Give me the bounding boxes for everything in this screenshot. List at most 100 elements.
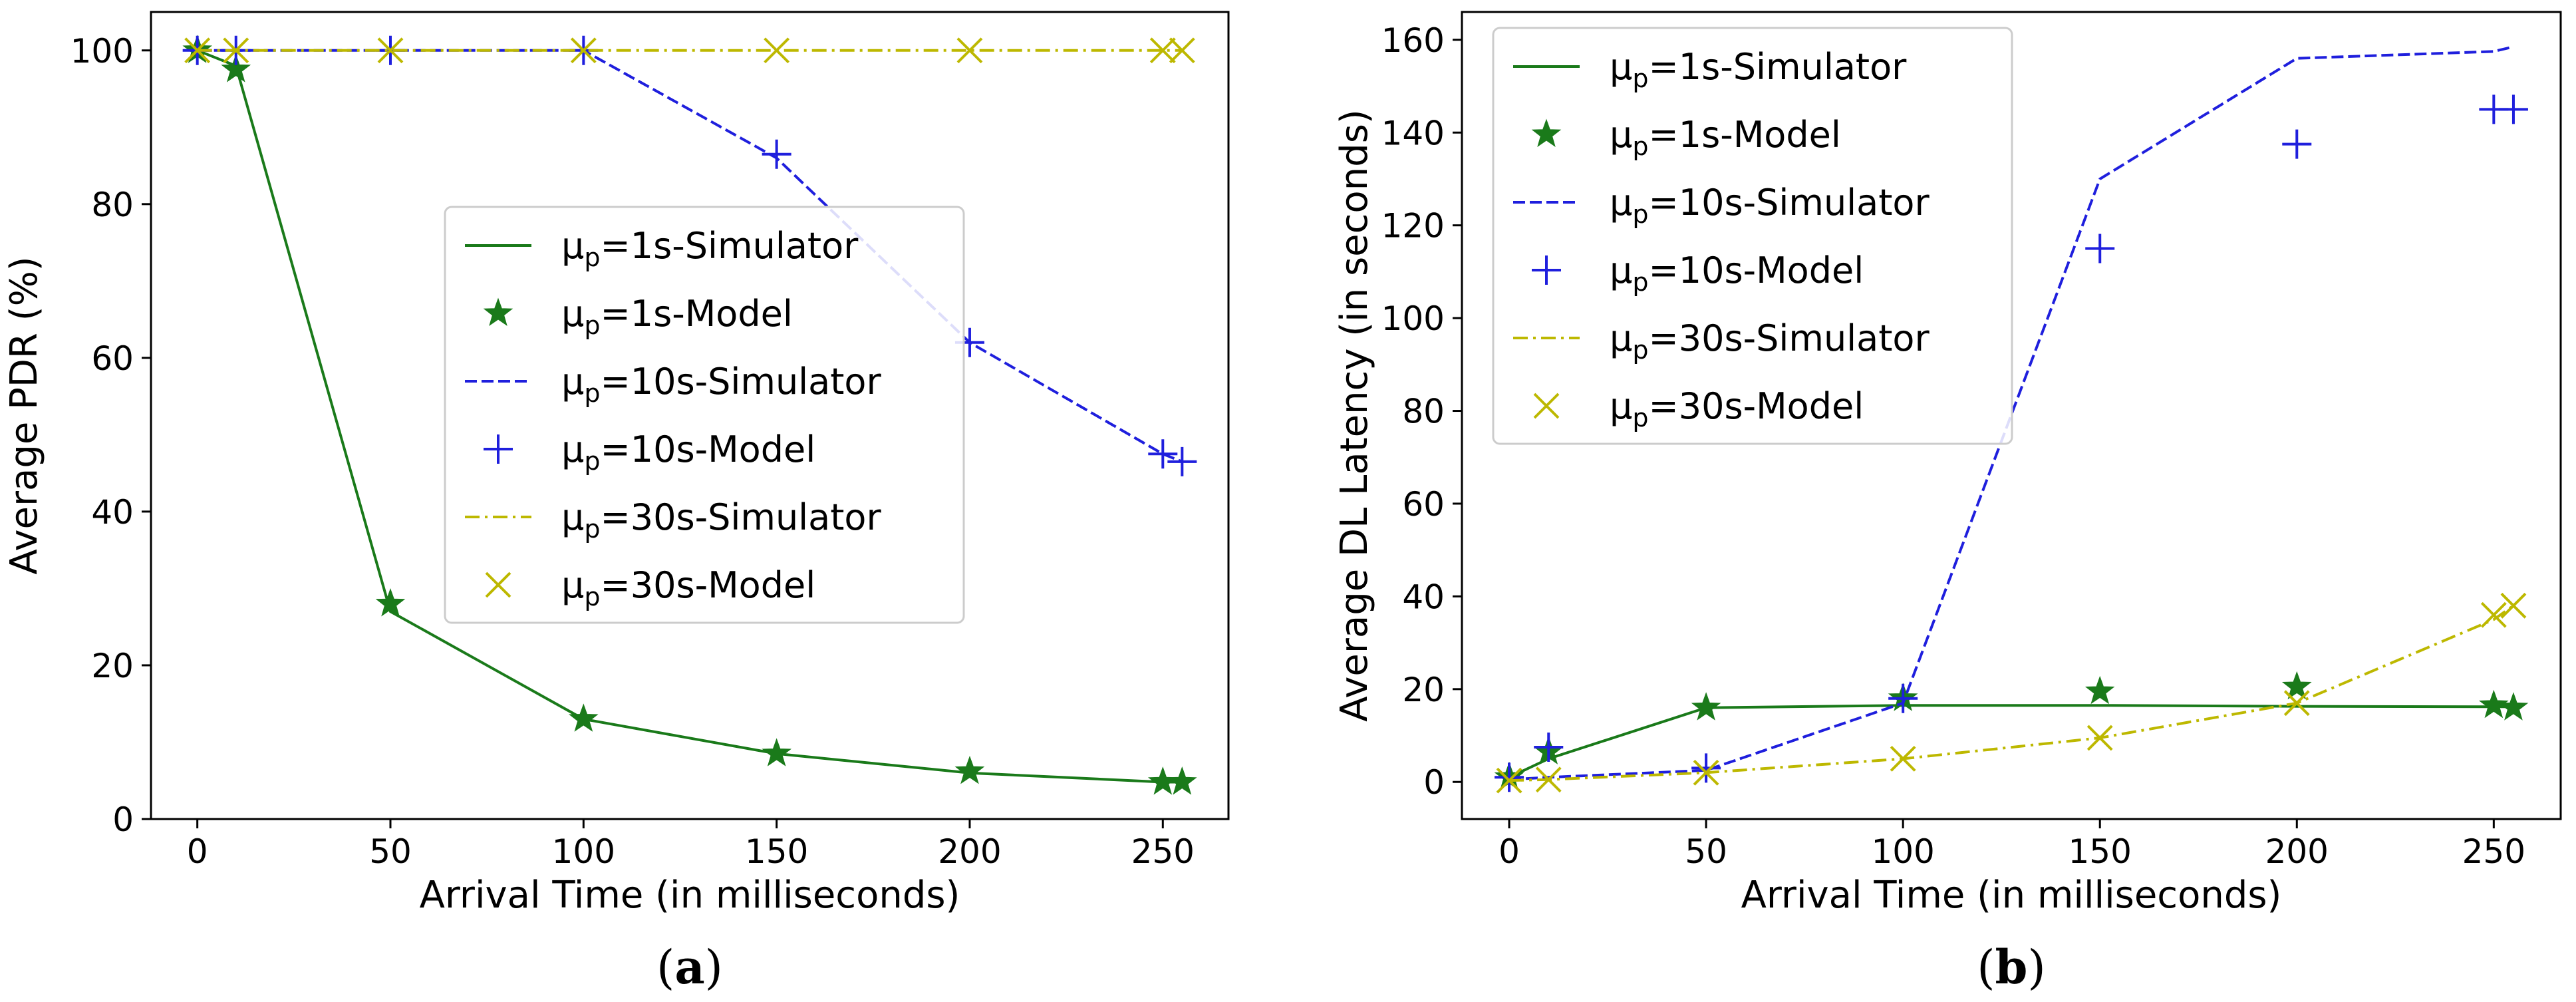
panel-a-legend-mu: μ [561,496,584,538]
panel-a-series-1s-simulator [196,49,1183,784]
panel-a-legend-rest: =1s-Simulator [600,225,859,267]
panel-b-ytick-label: 100 [1381,299,1445,338]
panel-a-legend-swatch [483,297,513,326]
panel-b-legend-mu-sub: p [1632,64,1648,93]
panel-b-legend-mu: μ [1610,46,1632,88]
panel-b-data-point [2498,94,2528,124]
panel-b-legend-mu: μ [1610,317,1632,359]
panel-b-legend-mu-sub: p [1632,267,1648,297]
panel-b-legend-mu-sub: p [1632,200,1648,229]
panel-a-legend-label: μp=30s-Simulator [561,496,881,544]
panel-b-data-point [1535,766,1562,793]
panel-b-axes-frame [1461,11,2562,820]
panel-a-legend-mu-sub: p [584,446,600,476]
panel-a-ytick-label: 20 [91,647,134,685]
panel-b-data-point [2498,692,2529,721]
panel-a-legend-label: μp=10s-Model [561,428,815,476]
panel-b-ytick-label: 0 [1423,763,1445,802]
panel-b-legend-label: μp=30s-Model [1610,385,1864,432]
panel-b-ytick-label: 140 [1381,114,1445,152]
panel-b-caption-label: b [1995,939,2028,995]
panel-a-series-line [196,49,1183,784]
panel-b-legend-rest: =1s-Model [1648,114,1840,156]
panel-a-xtick-label: 250 [1131,832,1195,871]
panel-a-ytick-label: 40 [91,493,134,532]
panel-a-legend-label: μp=1s-Model [561,293,793,340]
panel-a-data-point [1169,37,1195,64]
panel-a-legend-rest: =30s-Model [600,564,815,606]
panel-b-data-point [2085,234,2115,263]
panel-a-data-point [223,37,249,64]
panel-a-ylabel: Average PDR (%) [3,256,46,574]
panel-b-legend-label: μp=10s-Simulator [1610,182,1930,229]
panel-b-series-line [1509,604,2515,782]
panel-b-data-point [1691,753,1721,783]
panel-a-ytick-label: 60 [91,339,134,378]
panel-a-data-point [764,37,790,64]
panel-a-ytick-label: 0 [112,800,134,839]
panel-b-data-point [2500,592,2527,619]
panel-b-data-point [2478,689,2509,719]
panel-b-xtick-label: 0 [1499,832,1520,871]
panel-b-legend-swatch [1533,393,1560,419]
panel-a-caption: (a) [656,939,723,995]
panel-b-data-point [1496,767,1522,794]
panel-b-ytick-label: 120 [1381,207,1445,246]
panel-a-legend-mu: μ [561,225,584,267]
panel-a-legend-mu: μ [561,564,584,606]
panel-b-legend-mu: μ [1610,385,1632,427]
panel-b-ytick-label: 60 [1402,485,1445,524]
panel-b-data-point [1495,762,1524,792]
panel-b-legend-swatch [1532,255,1561,285]
panel-b-chart: 0 50 100 150 200 250 0 20 40 60 80 100 120 140 160 Arri… [1333,11,2562,995]
panel-b-legend-swatch [1531,118,1562,147]
panel-a-data-point [956,37,983,64]
panel-a-data-point [570,37,597,64]
panel-b-legend-rest: =10s-Simulator [1648,182,1930,224]
panel-b-legend-mu-sub: p [1632,335,1648,365]
panel-a-data-point [1167,766,1197,795]
panel-b-legend-mu: μ [1610,114,1632,156]
panel-a-legend-mu-sub: p [584,582,600,611]
panel-a-data-point [568,703,599,732]
panel-a-legend-mu-sub: p [584,514,600,544]
panel-b-series-1s-simulator [1508,704,2513,779]
panel-a-data-point [762,738,792,766]
panel-a-xlabel: Arrival Time (in milliseconds) [420,874,960,917]
panel-b-legend-label: μp=1s-Simulator [1610,46,1907,93]
panel-b-legend-rest: =10s-Model [1648,250,1864,291]
panel-a-legend-mu-sub: p [584,379,600,408]
panel-a-data-point [184,37,211,64]
panel-a-data-point [954,755,985,784]
panel-b-ytick-label: 40 [1402,578,1445,616]
panel-b-legend-mu: μ [1610,250,1632,291]
panel-b-data-point [2086,725,2113,751]
panel-b-data-point [1534,732,1564,762]
panel-a-data-point [377,37,404,64]
panel-b-xtick-label: 50 [1685,832,1727,871]
panel-a-legend: μp=1s-Simulatorμp=1s-Modelμp=10s-Simulat… [444,206,965,624]
panel-a-caption-label: a [674,939,704,995]
panel-b-ytick-label: 20 [1402,671,1445,709]
panel-a-xtick-label: 0 [187,832,208,871]
panel-a-legend-rest: =10s-Simulator [600,361,881,403]
panel-b-series-line [1508,704,2513,779]
panel-a-legend-mu-sub: p [584,311,600,340]
panel-a-legend-label: μp=1s-Simulator [561,225,859,272]
panel-a-legend-mu: μ [561,428,584,470]
panel-a-legend-rest: =1s-Model [600,293,792,335]
panel-b-data-point [1890,745,1916,772]
panel-b-series-30s-simulator [1509,604,2515,782]
panel-a-legend-label: μp=30s-Model [561,564,815,611]
panel-a-xtick-label: 50 [369,832,412,871]
panel-b-legend-mu-sub: p [1632,403,1648,432]
panel-a-legend-swatch [485,572,511,598]
panel-b-caption-open: ( [1977,940,1995,995]
panel-a-axes-frame [150,11,1230,820]
panel-a-data-point [1148,439,1178,469]
panel-a-xtick-label: 150 [745,832,808,871]
panel-a-legend-box [444,206,965,624]
panel-a-xtick-label: 100 [552,832,615,871]
